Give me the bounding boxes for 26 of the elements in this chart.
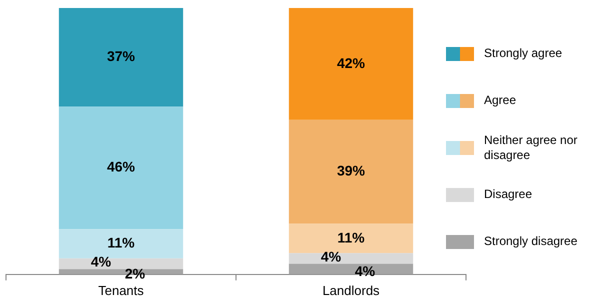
bar [58, 229, 184, 258]
data-label: 4% [320, 248, 342, 264]
legend-label: Disagree [484, 187, 532, 202]
bar [58, 258, 184, 270]
data-label: 4% [354, 262, 376, 279]
legend-label: Strongly agree [484, 46, 562, 61]
x-tick-label: Landlords [322, 282, 380, 298]
legend-label: Neither agree nor disagree [484, 132, 578, 162]
legend-label: Strongly disagree [484, 234, 578, 249]
data-label: 4% [90, 254, 112, 270]
data-label: 39% [336, 162, 366, 179]
x-tick-label: Tenants [98, 282, 144, 298]
bar [58, 106, 184, 230]
bar [58, 8, 184, 107]
data-label: 11% [107, 234, 136, 251]
bar [288, 8, 414, 120]
bar [288, 264, 414, 274]
data-label: 46% [106, 158, 136, 175]
bar [288, 120, 414, 224]
data-label: 11% [337, 229, 366, 246]
legend-label: Agree [484, 93, 516, 108]
bar [288, 224, 414, 254]
data-label: 37% [106, 48, 136, 64]
bar [288, 253, 414, 264]
data-label: 42% [336, 54, 366, 71]
data-label: 2% [124, 266, 146, 282]
